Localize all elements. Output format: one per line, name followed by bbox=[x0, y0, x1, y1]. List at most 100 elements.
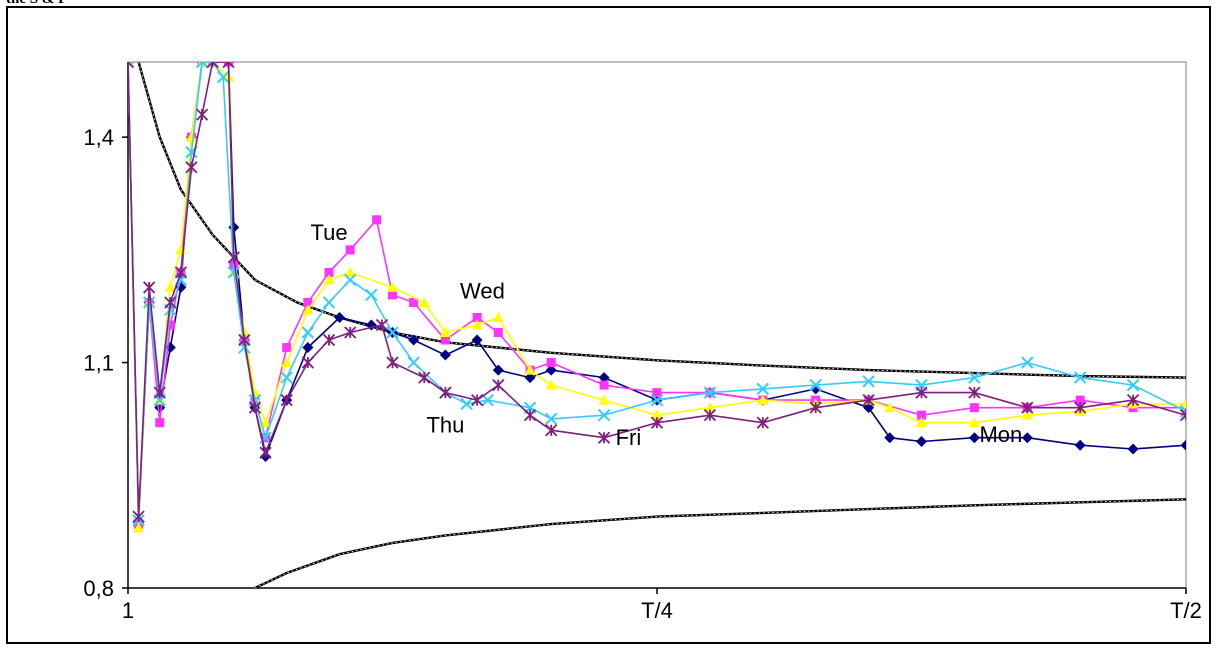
y-tick-label: 0,8 bbox=[83, 576, 114, 601]
data-point-x bbox=[217, 70, 230, 84]
data-point-star bbox=[523, 409, 537, 422]
band-upper-line bbox=[137, 62, 1186, 379]
data-point-diamond bbox=[1021, 432, 1033, 444]
data-point-diamond bbox=[968, 432, 980, 444]
data-point-triangle bbox=[545, 379, 557, 390]
x-tick-label: 1 bbox=[122, 598, 134, 623]
data-point-star bbox=[344, 326, 357, 339]
data-point-triangle bbox=[492, 311, 504, 322]
data-point-star bbox=[471, 394, 484, 407]
data-point-x bbox=[195, 62, 209, 69]
data-point-triangle bbox=[524, 364, 536, 375]
data-point-triangle bbox=[651, 409, 663, 420]
data-point-square bbox=[372, 215, 382, 225]
data-point-triangle bbox=[916, 417, 927, 428]
data-point-square bbox=[546, 358, 556, 368]
data-point-star bbox=[195, 108, 209, 121]
data-point-square bbox=[493, 328, 503, 338]
data-point-star bbox=[248, 401, 262, 414]
data-point-triangle bbox=[344, 266, 356, 277]
data-point-star bbox=[227, 251, 240, 264]
data-point-star bbox=[174, 266, 188, 279]
data-point-star bbox=[1074, 401, 1087, 414]
data-point-star bbox=[143, 281, 156, 294]
series-5-line bbox=[128, 62, 1186, 517]
data-point-triangle bbox=[471, 319, 483, 330]
data-point-diamond bbox=[492, 364, 504, 376]
data-point-star bbox=[915, 386, 928, 399]
x-tick-label: T/2 bbox=[1170, 598, 1202, 623]
data-point-star bbox=[185, 161, 198, 174]
data-point-square bbox=[652, 388, 662, 398]
data-point-star bbox=[862, 394, 875, 407]
data-point-square bbox=[388, 290, 397, 300]
data-point-star bbox=[439, 386, 452, 399]
data-point-square bbox=[1075, 395, 1085, 405]
data-point-triangle bbox=[281, 357, 293, 368]
data-point-star bbox=[280, 394, 293, 407]
annotation-wed: Wed bbox=[460, 279, 505, 304]
series-3-line bbox=[128, 62, 1186, 528]
data-point-x bbox=[280, 371, 293, 384]
data-point-star bbox=[206, 62, 219, 69]
data-point-x bbox=[343, 273, 357, 287]
data-point-star bbox=[301, 356, 314, 369]
data-point-x bbox=[703, 386, 717, 399]
data-point-star bbox=[132, 510, 145, 523]
confidence-bands bbox=[137, 62, 1186, 588]
data-point-square bbox=[303, 297, 313, 307]
data-point-star bbox=[597, 431, 611, 444]
band-lower-dots bbox=[254, 498, 1186, 588]
data-point-triangle bbox=[968, 417, 980, 428]
series-group bbox=[128, 62, 1186, 533]
data-point-square bbox=[165, 320, 175, 330]
series-1-line bbox=[128, 62, 1186, 523]
data-point-x bbox=[481, 393, 494, 407]
data-point-diamond bbox=[1180, 439, 1186, 451]
data-point-triangle bbox=[439, 327, 451, 338]
data-point-triangle bbox=[260, 417, 272, 428]
data-point-x bbox=[809, 378, 822, 392]
data-point-triangle bbox=[884, 402, 896, 413]
data-point-diamond bbox=[471, 334, 483, 346]
annotations: Tue Wed Thu Fri Mon bbox=[310, 220, 1022, 450]
band-upper-dots bbox=[138, 62, 1186, 379]
data-point-triangle bbox=[164, 281, 176, 292]
data-point-diamond bbox=[884, 432, 896, 444]
data-point-triangle bbox=[757, 394, 769, 405]
data-point-star bbox=[545, 424, 558, 437]
annotation-mon: Mon bbox=[979, 422, 1022, 447]
data-point-star bbox=[418, 371, 431, 384]
data-point-triangle bbox=[238, 327, 250, 338]
data-point-triangle bbox=[704, 402, 716, 413]
annotation-fri: Fri bbox=[616, 425, 642, 450]
data-point-square bbox=[472, 312, 482, 322]
data-point-triangle bbox=[175, 244, 187, 255]
data-point-diamond bbox=[1074, 439, 1086, 451]
data-point-star bbox=[259, 446, 272, 459]
data-point-diamond bbox=[916, 435, 927, 447]
data-point-star bbox=[492, 378, 505, 392]
data-point-star bbox=[375, 318, 389, 332]
data-point-triangle bbox=[387, 281, 398, 292]
data-point-square bbox=[345, 245, 355, 255]
data-point-x bbox=[386, 326, 399, 339]
data-point-star bbox=[1126, 394, 1140, 407]
data-point-star bbox=[238, 333, 251, 347]
data-point-star bbox=[809, 401, 822, 414]
data-point-diamond bbox=[439, 349, 451, 361]
series-4 bbox=[128, 62, 1186, 527]
x-tick-label: T/4 bbox=[641, 598, 673, 623]
data-point-diamond bbox=[810, 383, 822, 395]
data-point-x bbox=[407, 356, 420, 369]
data-point-star bbox=[222, 62, 235, 69]
data-point-diamond bbox=[302, 342, 314, 354]
axes bbox=[122, 61, 1187, 594]
data-point-star bbox=[164, 296, 177, 309]
data-point-star bbox=[128, 62, 135, 69]
data-point-triangle bbox=[418, 296, 430, 307]
data-point-x bbox=[1021, 356, 1034, 369]
series-2-line bbox=[128, 62, 1186, 525]
series-1 bbox=[128, 62, 1186, 529]
data-point-x bbox=[460, 397, 473, 411]
